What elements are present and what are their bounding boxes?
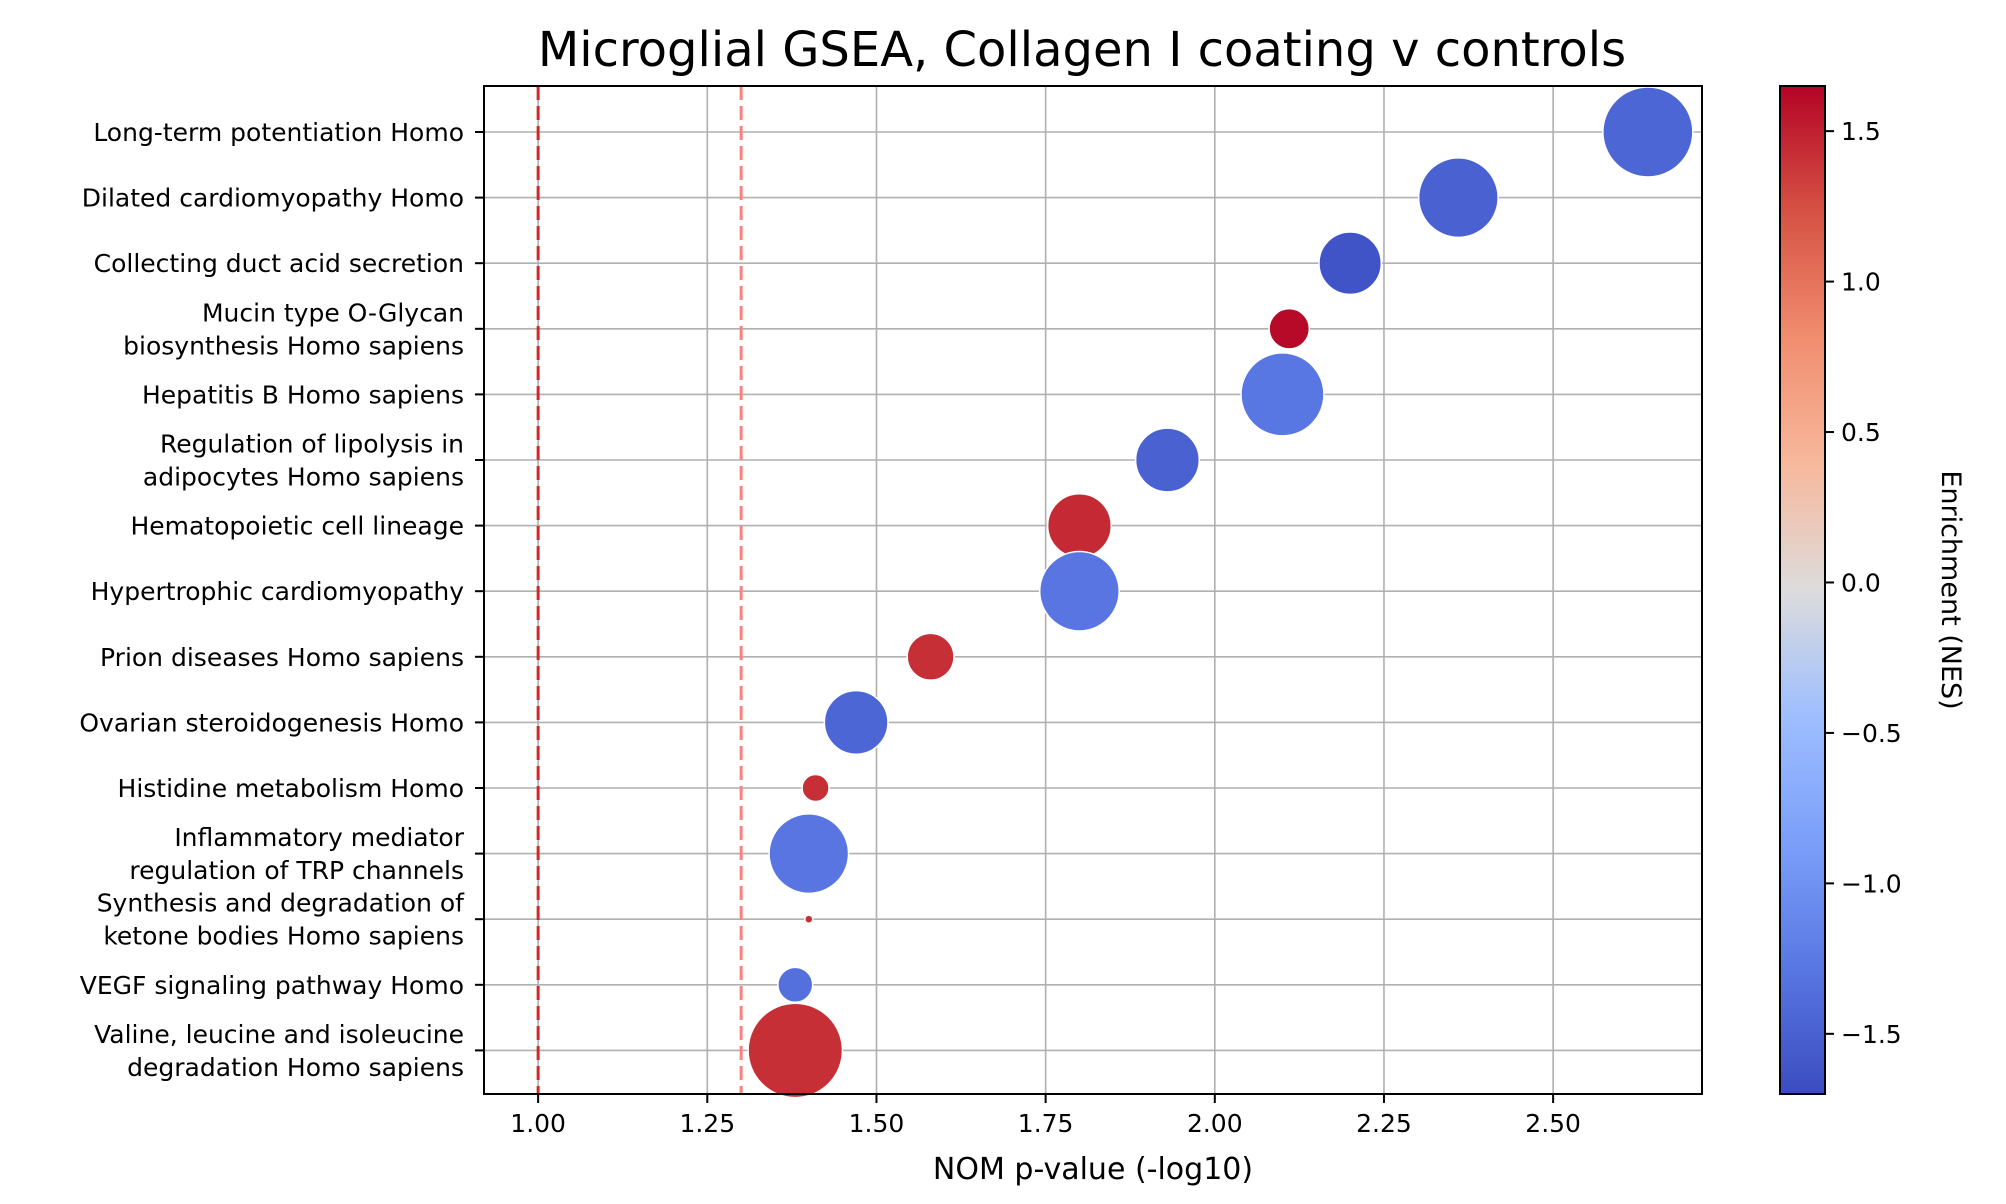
y-tick-label: Valine, leucine and isoleucine	[94, 1020, 464, 1049]
x-axis-label: NOM p-value (-log10)	[933, 1152, 1253, 1187]
bubble-point	[1318, 231, 1383, 296]
y-tick-label: adipocytes Homo sapiens	[143, 463, 464, 492]
x-tick-label: 2.50	[1525, 1109, 1581, 1138]
y-tick-label: Ovarian steroidogenesis Homo	[79, 708, 464, 737]
x-axis-ticks: 1.00 1.25 1.50 1.75 2.00 2.25 2.50	[510, 1094, 1581, 1138]
bubble-point	[1268, 307, 1311, 350]
colorbar	[1779, 85, 1826, 1095]
colorbar-ticks: 1.5 1.0 0.5 0.0 −0.5 −1.0 −1.5	[1825, 117, 1902, 1049]
colorbar-tick-label: 1.0	[1841, 268, 1881, 297]
colorbar-tick-label: −1.5	[1841, 1020, 1902, 1049]
y-tick-label: Hepatitis B Homo sapiens	[142, 380, 464, 409]
y-tick-label: Synthesis and degradation of	[97, 889, 465, 918]
y-tick-label: Histidine metabolism Homo	[118, 774, 464, 803]
y-tick-label: Prion diseases Homo sapiens	[100, 643, 464, 672]
colorbar-tick-label: −1.0	[1841, 869, 1902, 898]
y-tick-label: Dilated cardiomyopathy Homo	[82, 184, 464, 213]
bubble-point	[1038, 550, 1120, 632]
y-tick-label: Regulation of lipolysis in	[160, 430, 464, 459]
bubble-point	[768, 813, 850, 895]
y-tick-label: Hypertrophic cardiomyopathy	[91, 577, 465, 606]
y-tick-label: biosynthesis Homo sapiens	[123, 331, 464, 360]
bubble-point	[823, 689, 889, 755]
bubble-point	[804, 914, 814, 924]
y-tick-label: ketone bodies Homo sapiens	[103, 922, 464, 951]
bubble-point	[1240, 352, 1325, 437]
bubbles	[747, 86, 1694, 1099]
colorbar-tick-label: 1.5	[1841, 117, 1881, 146]
bubble-point	[801, 773, 830, 803]
x-tick-label: 1.50	[849, 1109, 905, 1138]
y-tick-label: VEGF signaling pathway Homo	[80, 971, 464, 1000]
bubble-point	[777, 966, 814, 1003]
y-tick-label: Inflammatory mediator	[174, 823, 464, 852]
bubble-point	[906, 632, 955, 681]
colorbar-tick-label: 0.5	[1841, 418, 1881, 447]
y-tick-label: regulation of TRP channels	[129, 856, 464, 885]
y-tick-label: Collecting duct acid secretion	[94, 249, 464, 278]
x-tick-label: 1.25	[679, 1109, 735, 1138]
bubble-point	[1134, 427, 1201, 493]
y-tick-label: degradation Homo sapiens	[127, 1053, 464, 1082]
x-tick-label: 1.00	[510, 1109, 566, 1138]
plot-area-frame	[483, 85, 1703, 1095]
x-tick-label: 2.00	[1187, 1109, 1243, 1138]
chart-title: Microglial GSEA, Collagen I coating v co…	[538, 22, 1626, 78]
y-tick-label: Hematopoietic cell lineage	[130, 512, 464, 541]
y-tick-label: Mucin type O-Glycan	[202, 298, 464, 327]
bubble-point	[747, 1002, 844, 1099]
colorbar-tick-label: −0.5	[1841, 719, 1902, 748]
x-tick-label: 2.25	[1356, 1109, 1412, 1138]
x-tick-label: 1.75	[1018, 1109, 1074, 1138]
colorbar-tick-label: 0.0	[1841, 568, 1881, 597]
threshold-lines	[536, 86, 743, 1094]
bubble-point	[1417, 157, 1499, 239]
bubble-point	[1046, 493, 1113, 559]
y-axis-ticks: Long-term potentiation Homo Dilated cardi…	[79, 118, 484, 1082]
bubble-point	[1602, 86, 1694, 178]
colorbar-label: Enrichment (NES)	[1935, 470, 1966, 709]
y-tick-label: Long-term potentiation Homo	[93, 118, 464, 147]
